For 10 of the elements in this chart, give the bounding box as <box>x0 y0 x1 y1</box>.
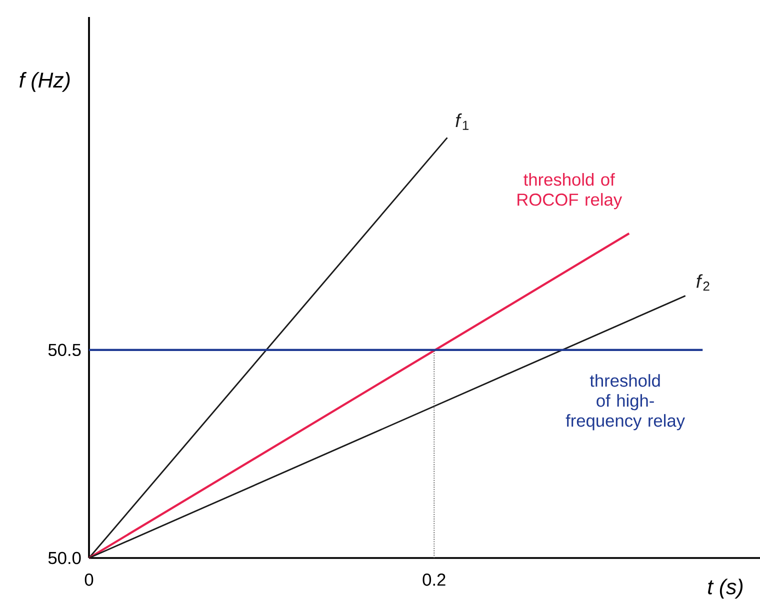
x-tick-label: 0.2 <box>422 574 446 586</box>
series-label: f$_{2}$ <box>696 274 710 291</box>
x-tick-label: 0 <box>84 574 94 586</box>
x-axis-title: t (s) <box>708 578 743 599</box>
y-axis-title: f (Hz) <box>20 72 70 92</box>
series-label: threshold of ROCOF relay <box>518 173 622 210</box>
series-label: threshold of high-frequency relay <box>566 374 685 430</box>
y-tick-label: 50.5 <box>48 344 81 356</box>
series-label: f$_{1}$ <box>456 113 469 130</box>
y-tick-label: 50.0 <box>48 552 81 564</box>
